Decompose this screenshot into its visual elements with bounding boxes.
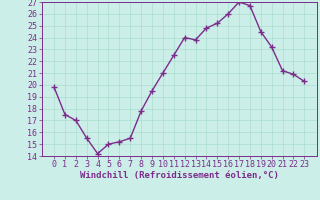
X-axis label: Windchill (Refroidissement éolien,°C): Windchill (Refroidissement éolien,°C) [80, 171, 279, 180]
